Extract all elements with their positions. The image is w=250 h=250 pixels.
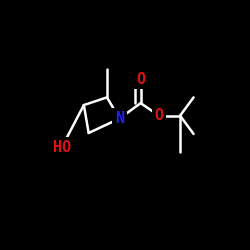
Text: O: O [154,108,164,123]
Text: O: O [136,72,145,86]
Text: N: N [115,111,124,126]
Text: HO: HO [52,140,71,155]
